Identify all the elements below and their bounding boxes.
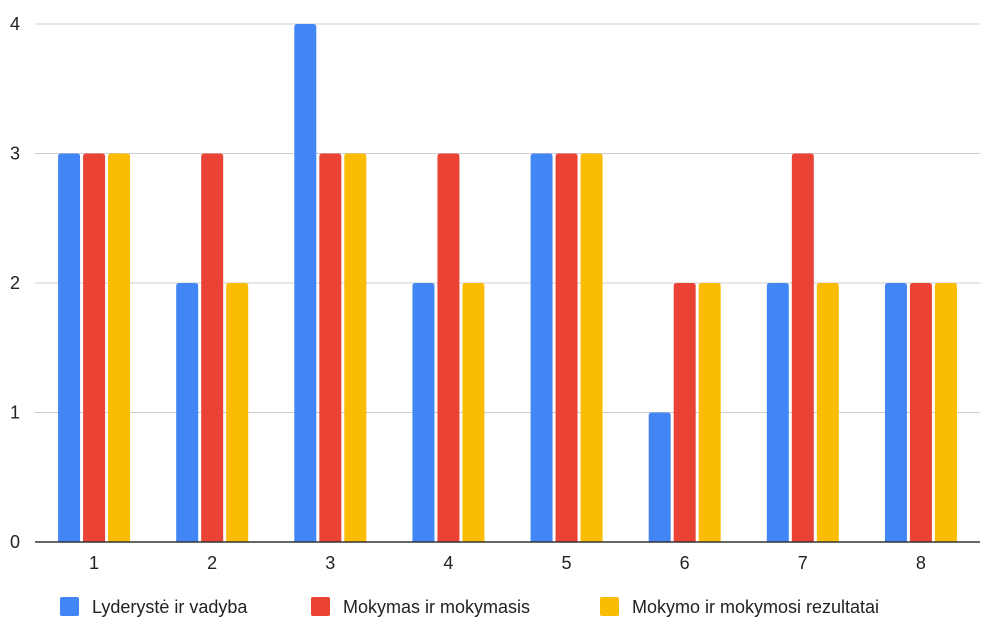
bar-series2-cat1 [83,153,106,542]
legend-swatch [311,597,330,616]
x-tick-label: 3 [325,553,335,573]
bar-series3-cat8 [934,283,957,542]
bar-series3-cat2 [226,283,249,542]
bar-series1-cat1 [58,153,81,542]
x-tick-label: 2 [207,553,217,573]
legend-swatch [60,597,79,616]
bar-series1-cat3 [294,24,317,542]
y-tick-label: 1 [10,403,20,423]
bar-series3-cat4 [462,283,485,542]
bar-series3-cat3 [344,153,367,542]
legend: Lyderystė ir vadyba Mokymas ir mokymasis M… [60,597,879,617]
bar-series2-cat2 [201,153,224,542]
legend-swatch [600,597,619,616]
legend-label: Mokymas ir mokymasis [343,597,530,617]
bar-series2-cat5 [555,153,578,542]
x-tick-label: 4 [443,553,453,573]
bar-series1-cat5 [530,153,553,542]
bar-series2-cat7 [791,153,814,542]
bar-series2-cat4 [437,153,460,542]
y-tick-label: 2 [10,273,20,293]
bar-series3-cat7 [816,283,839,542]
y-axis-tick-labels: 0 1 2 3 4 [10,14,20,552]
x-tick-label: 8 [916,553,926,573]
bar-series1-cat6 [648,412,671,542]
bar-series2-cat3 [319,153,342,542]
bar-series1-cat2 [176,283,199,542]
x-tick-label: 6 [680,553,690,573]
bar-series3-cat5 [580,153,603,542]
bar-series2-cat6 [673,283,696,542]
x-tick-label: 1 [89,553,99,573]
x-tick-label: 7 [798,553,808,573]
bar-series1-cat4 [412,283,435,542]
y-tick-label: 3 [10,144,20,164]
bars [58,24,957,542]
x-tick-label: 5 [562,553,572,573]
bar-series2-cat8 [909,283,932,542]
bar-series1-cat7 [766,283,789,542]
bar-series3-cat1 [108,153,131,542]
bar-series3-cat6 [698,283,721,542]
y-tick-label: 0 [10,532,20,552]
x-axis-tick-labels: 1 2 3 4 5 6 7 8 [89,553,926,573]
legend-label: Mokymo ir mokymosi rezultatai [632,597,879,617]
legend-label: Lyderystė ir vadyba [92,597,248,617]
bar-series1-cat8 [884,283,907,542]
y-tick-label: 4 [10,14,20,34]
